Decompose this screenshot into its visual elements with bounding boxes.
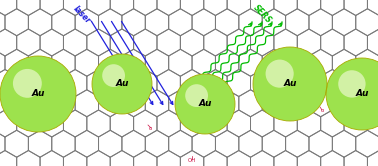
Circle shape (102, 64, 125, 87)
Text: Au: Au (115, 80, 129, 88)
Circle shape (9, 66, 67, 123)
Circle shape (356, 88, 368, 100)
Text: SERS: SERS (251, 3, 273, 25)
Circle shape (104, 67, 139, 101)
Circle shape (326, 58, 378, 130)
Text: laser: laser (71, 4, 93, 26)
Circle shape (187, 86, 223, 122)
Text: Au: Au (284, 80, 297, 88)
Circle shape (266, 60, 294, 88)
Circle shape (203, 101, 208, 107)
Text: o: o (320, 109, 324, 114)
Circle shape (197, 96, 212, 112)
Circle shape (347, 79, 377, 109)
Circle shape (332, 64, 378, 124)
Circle shape (287, 81, 293, 87)
Circle shape (94, 56, 150, 112)
Circle shape (185, 84, 225, 124)
Circle shape (92, 54, 152, 114)
Circle shape (268, 62, 311, 106)
Text: Au: Au (355, 89, 369, 98)
Circle shape (344, 76, 378, 112)
Text: OH: OH (188, 158, 196, 163)
Circle shape (350, 82, 374, 106)
Circle shape (32, 88, 44, 100)
Circle shape (259, 53, 321, 115)
Circle shape (185, 84, 208, 107)
Circle shape (192, 91, 217, 117)
Circle shape (35, 91, 41, 97)
Circle shape (256, 50, 324, 118)
Circle shape (341, 73, 378, 115)
Circle shape (265, 59, 314, 109)
Circle shape (359, 91, 365, 97)
Circle shape (107, 69, 137, 99)
Circle shape (195, 94, 215, 114)
Circle shape (274, 69, 305, 99)
Circle shape (115, 77, 130, 91)
Circle shape (178, 77, 232, 131)
Circle shape (353, 85, 371, 103)
Circle shape (281, 75, 299, 93)
Text: Au: Au (31, 89, 45, 98)
Circle shape (338, 70, 366, 98)
Circle shape (22, 78, 54, 110)
Circle shape (180, 79, 230, 129)
Circle shape (338, 70, 378, 118)
Circle shape (0, 56, 76, 132)
Circle shape (6, 62, 70, 126)
Circle shape (112, 74, 132, 94)
Circle shape (200, 99, 210, 109)
Circle shape (19, 75, 57, 113)
Circle shape (253, 47, 327, 121)
Circle shape (13, 69, 42, 98)
Circle shape (119, 82, 124, 86)
Circle shape (175, 74, 235, 134)
Circle shape (278, 72, 302, 96)
Circle shape (284, 78, 296, 90)
Circle shape (271, 66, 308, 102)
Circle shape (99, 61, 144, 107)
Circle shape (13, 69, 64, 119)
Circle shape (117, 79, 127, 89)
Circle shape (262, 56, 318, 112)
Circle shape (3, 59, 73, 129)
Circle shape (183, 82, 228, 126)
Circle shape (28, 84, 48, 103)
Text: Au: Au (198, 99, 212, 109)
Circle shape (190, 89, 220, 119)
Circle shape (16, 72, 60, 116)
Circle shape (329, 61, 378, 127)
Circle shape (25, 81, 51, 107)
Circle shape (102, 64, 142, 104)
Circle shape (97, 59, 147, 109)
Text: o: o (148, 126, 152, 131)
Circle shape (335, 67, 378, 121)
Circle shape (110, 72, 135, 96)
